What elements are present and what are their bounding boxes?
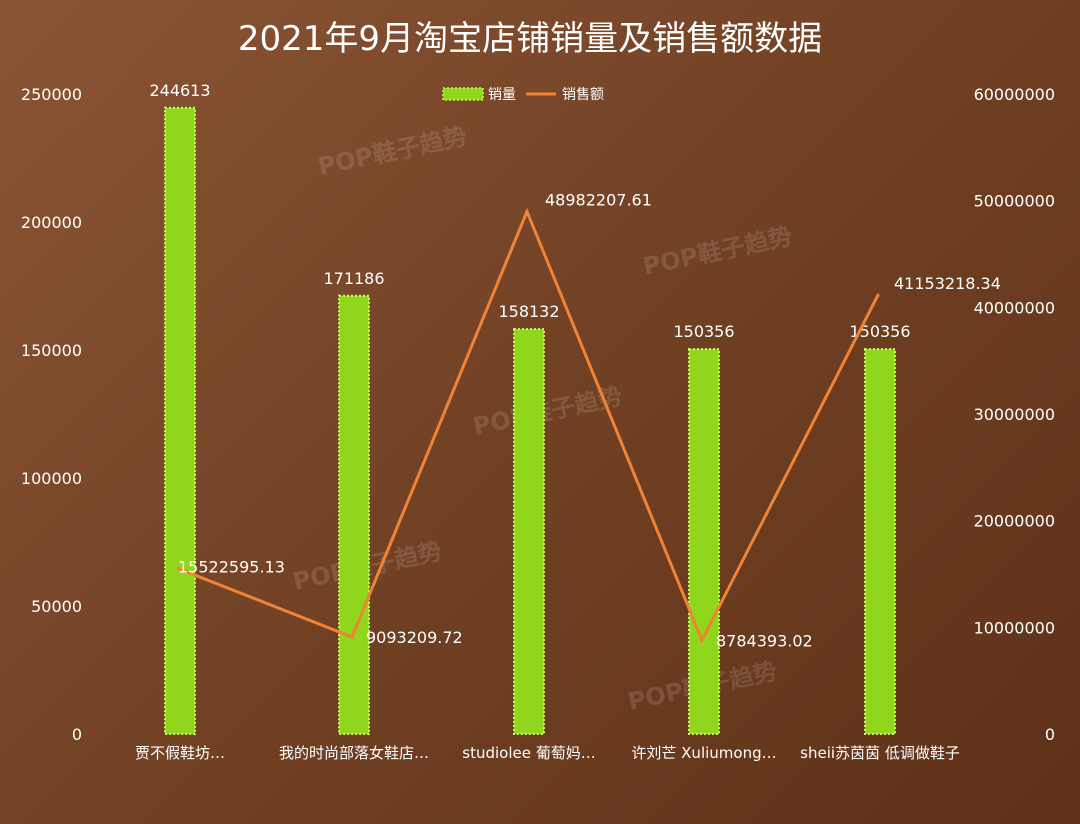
line-value-label: 48982207.61	[545, 191, 652, 210]
line-value-label: 15522595.13	[178, 557, 285, 576]
right-tick-label: 10000000	[974, 618, 1055, 637]
line-point	[700, 638, 704, 642]
left-tick-label: 50000	[31, 597, 82, 616]
line-point	[525, 210, 529, 214]
line-labels: 15522595.13 9093209.72 48982207.61 8784393.…	[178, 191, 1001, 651]
bar	[513, 328, 545, 735]
left-tick-label: 150000	[21, 341, 82, 360]
legend-bar-label: 销量	[488, 87, 516, 103]
category-label: 我的时尚部落女鞋店…	[279, 744, 429, 762]
bar-value-label: 150356	[673, 322, 734, 341]
category-label: sheii苏茵茵 低调做鞋子	[800, 744, 960, 762]
bar-series	[164, 106, 896, 736]
category-labels: 贾不假鞋坊… 我的时尚部落女鞋店… studiolee 葡萄妈… 许刘芒 Xulium…	[135, 744, 960, 762]
category-label: studiolee 葡萄妈…	[462, 744, 595, 762]
watermark-0: POP鞋子趋势	[315, 122, 469, 181]
right-tick-label: 50000000	[974, 192, 1055, 211]
line-value-label: 41153218.34	[894, 274, 1001, 293]
bar	[338, 294, 370, 735]
line-value-label: 8784393.02	[716, 631, 813, 650]
category-label: 贾不假鞋坊…	[135, 744, 225, 762]
right-y-axis: 0 10000000 20000000 30000000 40000000 5000000…	[974, 85, 1055, 744]
watermark-1: POP鞋子趋势	[640, 222, 794, 281]
left-tick-label: 200000	[21, 213, 82, 232]
legend-bar-swatch	[442, 87, 484, 101]
right-tick-label: 40000000	[974, 298, 1055, 317]
line-point	[350, 635, 354, 639]
right-tick-label: 20000000	[974, 512, 1055, 531]
left-tick-label: 0	[72, 725, 82, 744]
bar-labels: 244613 171186 158132 150356 150356	[149, 81, 910, 341]
legend: 销量 销售额	[442, 87, 604, 103]
bar	[164, 106, 196, 736]
right-tick-label: 30000000	[974, 405, 1055, 424]
right-tick-label: 60000000	[974, 85, 1055, 104]
line-value-label: 9093209.72	[366, 628, 463, 647]
legend-line-label: 销售额	[562, 87, 604, 103]
line-series	[176, 207, 880, 644]
line-point	[176, 566, 180, 570]
bar-value-label: 244613	[149, 81, 210, 100]
bar	[864, 348, 896, 735]
bar-value-label: 158132	[498, 302, 559, 321]
bar	[688, 348, 720, 735]
bar-value-label: 171186	[323, 269, 384, 288]
category-label: 许刘芒 Xuliumong…	[631, 744, 776, 762]
left-y-axis: 0 50000 100000 150000 200000 250000	[21, 85, 82, 744]
chart-title: 2021年9月淘宝店铺销量及销售额数据	[238, 19, 822, 59]
right-tick-label: 0	[1045, 725, 1055, 744]
left-tick-label: 250000	[21, 85, 82, 104]
left-tick-label: 100000	[21, 469, 82, 488]
bar-value-label: 150356	[849, 322, 910, 341]
line-point	[876, 293, 880, 297]
